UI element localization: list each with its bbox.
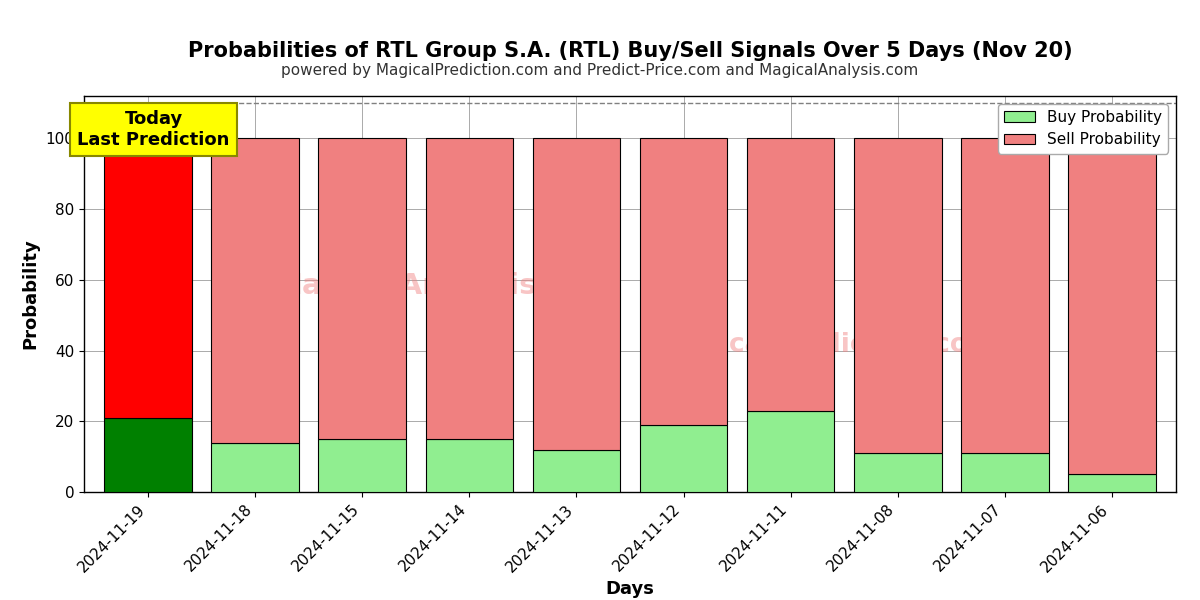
- Bar: [211, 442, 299, 492]
- Bar: [640, 139, 727, 425]
- Bar: [1068, 475, 1156, 492]
- Y-axis label: Probability: Probability: [22, 239, 40, 349]
- Bar: [533, 449, 620, 492]
- Title: Probabilities of RTL Group S.A. (RTL) Buy/Sell Signals Over 5 Days (Nov 20): Probabilities of RTL Group S.A. (RTL) Bu…: [187, 41, 1073, 61]
- Bar: [1068, 139, 1156, 475]
- Bar: [211, 139, 299, 442]
- Legend: Buy Probability, Sell Probability: Buy Probability, Sell Probability: [998, 104, 1169, 154]
- Text: MagicalPrediction.com: MagicalPrediction.com: [658, 332, 996, 358]
- Bar: [318, 439, 407, 492]
- Text: Today
Last Prediction: Today Last Prediction: [78, 110, 229, 149]
- Bar: [853, 453, 942, 492]
- Bar: [104, 139, 192, 418]
- Bar: [961, 139, 1049, 453]
- Bar: [640, 425, 727, 492]
- X-axis label: Days: Days: [606, 580, 654, 598]
- Bar: [104, 418, 192, 492]
- Bar: [533, 139, 620, 449]
- Bar: [746, 139, 834, 410]
- Bar: [426, 139, 514, 439]
- Text: MagicalAnalysis.com: MagicalAnalysis.com: [274, 272, 616, 300]
- Bar: [318, 139, 407, 439]
- Bar: [746, 410, 834, 492]
- Text: powered by MagicalPrediction.com and Predict-Price.com and MagicalAnalysis.com: powered by MagicalPrediction.com and Pre…: [281, 63, 919, 78]
- Bar: [853, 139, 942, 453]
- Bar: [426, 439, 514, 492]
- Bar: [961, 453, 1049, 492]
